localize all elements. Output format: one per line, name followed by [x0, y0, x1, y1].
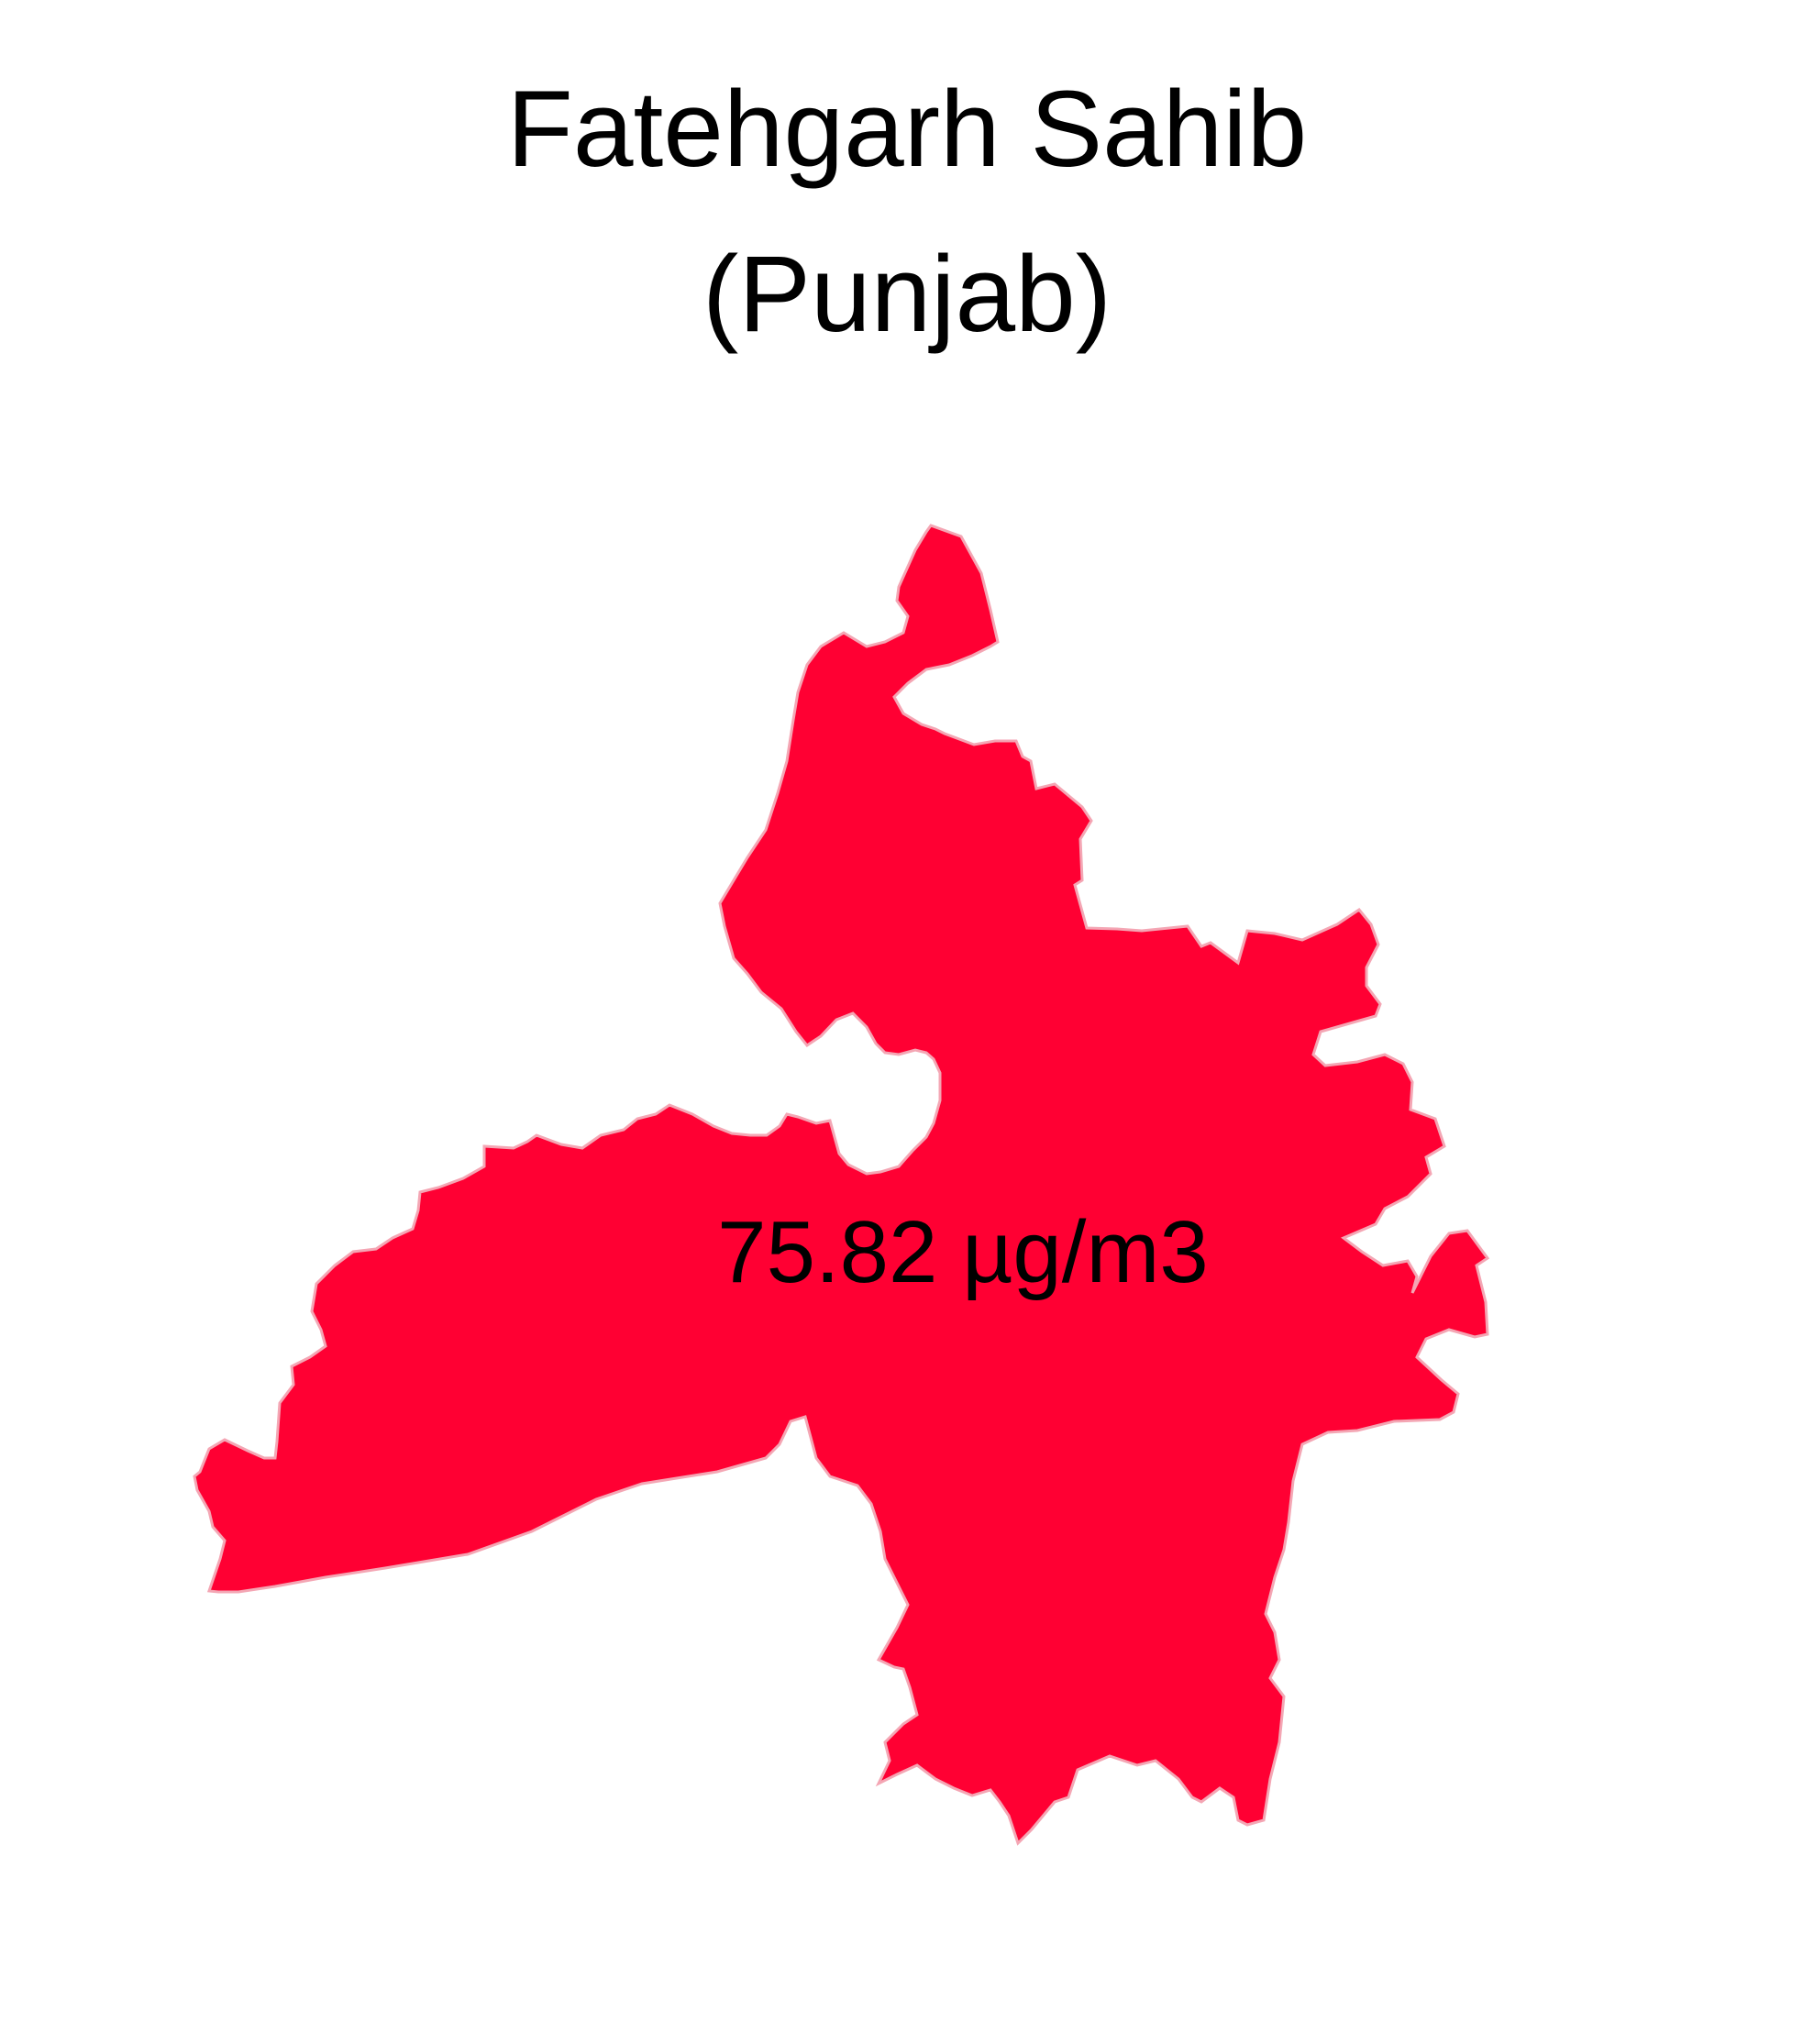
map-subtitle: (Punjab) — [702, 234, 1112, 355]
district-value-label: 75.82 µg/m3 — [717, 1203, 1209, 1301]
map-title: Fatehgarh Sahib — [506, 69, 1308, 190]
district-shape — [193, 524, 1490, 1846]
